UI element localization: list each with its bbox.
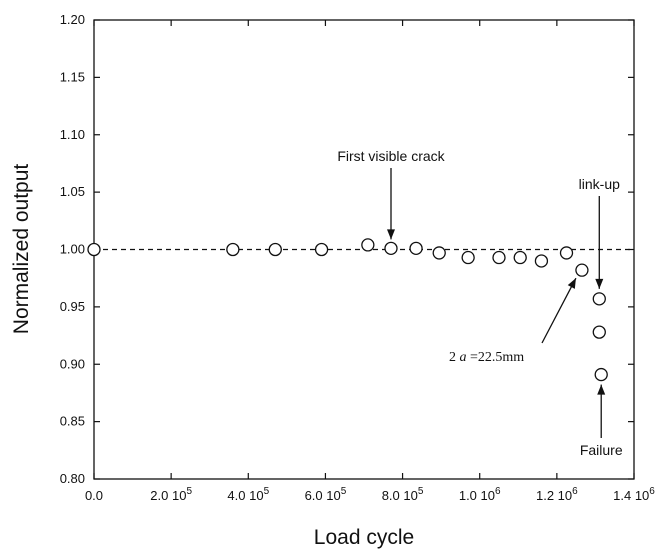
y-tick-label: 1.00 [60,242,85,257]
data-point [513,250,527,265]
y-tick-label: 1.10 [60,127,85,142]
data-point [314,242,329,257]
y-tick-label: 0.85 [60,414,85,429]
annotation-crack-length: 2 a =22.5mm [449,350,524,365]
data-point [461,250,475,265]
x-tick-label: 6.0 105 [305,486,347,503]
y-tick-label: 1.15 [60,69,85,84]
data-point [361,238,375,252]
data-point [226,242,240,257]
y-axis-title: Normalized output [10,164,33,335]
annotation-link-up-arrow-head [595,278,604,289]
data-point [592,325,606,339]
y-tick-label: 0.90 [60,356,85,371]
y-axis-ticks: 0.80 0.85 0.90 0.95 1.00 1.05 1.10 1.15 1.20 [60,12,634,486]
data-point [432,246,446,260]
x-tick-label: 1.2 106 [536,486,578,503]
data-point [559,246,574,260]
x-tick-label: 1.0 106 [459,486,501,503]
data-point [87,242,101,257]
x-tick-label: 2.0 105 [150,486,192,503]
data-points [87,238,608,382]
x-tick-label: 8.0 105 [382,486,424,503]
x-tick-label: 1.4 106 [613,486,655,503]
annotation-crack-length-arrow [541,277,577,344]
data-point [534,254,549,268]
annotation-failure-arrow-head [597,384,606,395]
x-tick-label: 0.0 [85,488,103,503]
annotation-first-crack: First visible crack [337,148,445,164]
x-axis-title: Load cycle [314,526,414,549]
data-point [575,263,589,277]
data-point [592,292,606,306]
y-tick-label: 1.05 [60,184,85,199]
data-point [409,241,423,256]
annotations: First visible crack link-up 2 a =22.5mm Fai… [337,148,623,458]
data-point [384,241,398,256]
y-tick-label: 1.20 [60,12,85,27]
data-point [594,367,608,382]
data-point [268,242,282,257]
x-axis-ticks: 0.0 2.0 105 4.0 105 6.0 105 8.0 105 1.0 106 1.… [85,20,655,503]
annotation-crack-length-arrow-head [567,278,576,289]
x-tick-label: 4.0 105 [227,486,269,503]
y-tick-label: 0.95 [60,299,85,314]
data-point [492,250,506,265]
y-tick-label: 0.80 [60,471,85,486]
annotation-first-crack-arrow-head [387,229,395,240]
annotation-failure: Failure [580,442,623,458]
annotation-link-up: link-up [579,176,620,192]
